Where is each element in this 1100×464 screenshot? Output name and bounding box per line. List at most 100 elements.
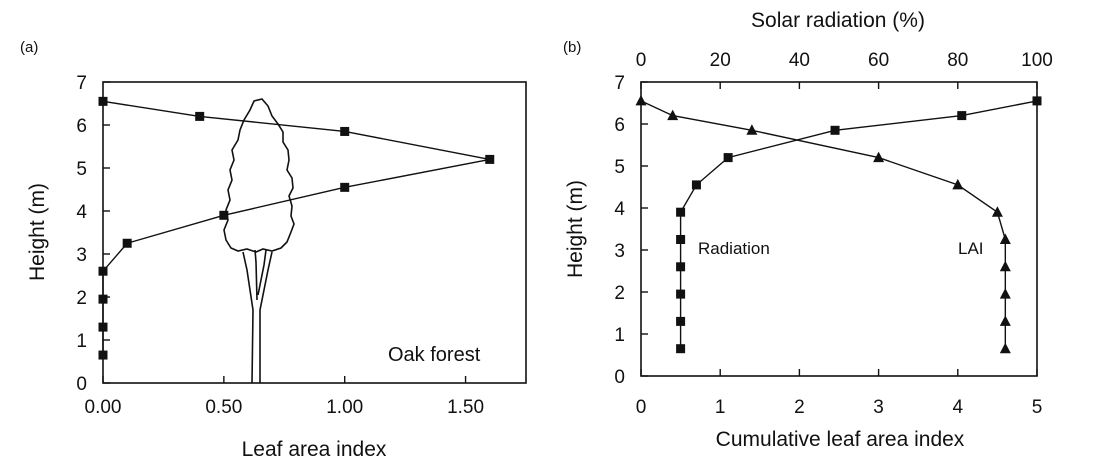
data-point-triangle-lai	[999, 315, 1011, 326]
panel-a-label: (a)	[20, 39, 38, 56]
y-tick-labels-b: 0 1 2 3 4 5 6 7	[614, 73, 625, 388]
y-axis-label-a: Height (m)	[26, 183, 49, 281]
series-markers-b	[635, 94, 1042, 354]
data-point-square-a	[219, 210, 229, 220]
x-tick-label-b: 0	[636, 397, 647, 418]
y-tick-label-a: 5	[76, 159, 87, 180]
x2-tick-label-b: 20	[710, 50, 731, 71]
data-point-triangle-lai	[999, 233, 1011, 244]
x-tick-label-b: 1	[715, 397, 726, 418]
x-tick-labels-b: 0 1 2 3 4 5	[636, 397, 1043, 418]
series-lines-b	[640, 100, 1038, 349]
data-point-square-radiation	[676, 344, 686, 354]
data-point-triangle-lai	[873, 151, 885, 163]
tree-branch	[254, 249, 258, 301]
x-tick-label-b: 5	[1032, 397, 1043, 418]
annotation-oak-forest: Oak forest	[388, 344, 481, 366]
x2-tick-label-b: 100	[1021, 50, 1053, 71]
y-tick-label-a: 6	[76, 116, 87, 137]
plot-frame-b	[640, 81, 1038, 377]
series-lines-a	[102, 100, 490, 356]
x-tick-label-a: 1.50	[447, 397, 484, 418]
data-point-square-a	[122, 238, 132, 248]
panel-b-label: (b)	[563, 39, 581, 56]
panel-b: (b) 0 1 2 3 4 5 0 20 40 60 80 100 0 1 2 3 4 5 6 7 Radiati…	[563, 9, 1053, 451]
series-label-radiation: Radiation	[698, 239, 770, 258]
x2-tick-label-b: 40	[789, 50, 810, 71]
data-point-square-radiation	[1032, 96, 1042, 106]
y-tick-label-b: 1	[614, 325, 625, 346]
data-point-square-radiation	[957, 111, 967, 121]
x-tick-labels-a: 0.00 0.50 1.00 1.50	[85, 397, 485, 418]
data-point-square-radiation	[676, 235, 686, 244]
data-point-square-a	[98, 266, 108, 276]
data-point-square-radiation	[691, 180, 701, 190]
data-point-triangle-lai	[952, 178, 964, 190]
x-tick-label-b: 2	[794, 397, 805, 418]
data-point-triangle-lai	[667, 109, 679, 121]
y-tick-label-a: 3	[76, 245, 87, 266]
data-point-triangle-lai	[999, 342, 1011, 354]
series-line-radiation	[679, 100, 1038, 349]
series-line-a	[102, 100, 490, 356]
x-ticks-b	[640, 369, 1038, 376]
x2-tick-labels-b: 0 20 40 60 80 100	[636, 50, 1053, 71]
data-point-triangle-lai	[635, 94, 647, 106]
data-point-square-radiation	[723, 153, 733, 163]
data-point-square-a	[98, 322, 108, 332]
tree-trunk-right	[259, 251, 273, 383]
y-tick-label-b: 4	[614, 199, 625, 220]
data-point-square-radiation	[676, 316, 686, 326]
data-point-square-a	[195, 111, 205, 121]
data-point-square-a	[98, 96, 108, 106]
x-axis-label-b: Cumulative leaf area index	[716, 428, 965, 451]
data-point-square-radiation	[676, 262, 686, 272]
x-tick-label-a: 0.50	[205, 397, 242, 418]
data-point-square-radiation	[830, 125, 840, 135]
plot-frame-a	[102, 81, 527, 384]
tree-crown	[223, 98, 295, 253]
y-tick-label-a: 0	[76, 374, 87, 395]
panel-a: (a) 0.00 0.50 1.00 1.50 0 1 2 3 4 5 6 7 Oak forest…	[20, 39, 527, 461]
y-tick-label-a: 7	[76, 73, 87, 94]
y-tick-label-a: 2	[76, 288, 87, 309]
y-tick-label-b: 2	[614, 283, 625, 304]
data-point-triangle-lai	[991, 206, 1003, 217]
series-markers-a	[98, 96, 495, 360]
x2-tick-label-b: 80	[947, 50, 968, 71]
x-tick-label-a: 0.00	[85, 397, 122, 418]
data-point-triangle-lai	[999, 260, 1011, 272]
y-tick-label-b: 0	[614, 367, 625, 388]
x-tick-label-b: 3	[873, 397, 884, 418]
y-tick-label-b: 6	[614, 115, 625, 136]
x-axis-label-a: Leaf area index	[242, 438, 387, 461]
data-point-square-a	[98, 294, 108, 304]
y-axis-label-b: Height (m)	[564, 180, 587, 278]
tree-branch-2	[257, 249, 267, 296]
series-label-lai: LAI	[958, 239, 984, 258]
x2-ticks-b	[640, 82, 1038, 89]
tree-illustration	[223, 98, 295, 384]
data-point-square-a	[485, 154, 495, 164]
tree-trunk	[242, 251, 254, 384]
data-point-triangle-lai	[999, 288, 1011, 299]
y-ticks-a	[103, 81, 110, 384]
data-point-square-radiation	[676, 289, 686, 299]
data-point-square-a	[340, 182, 350, 192]
data-point-square-a	[98, 350, 108, 360]
x2-tick-label-b: 0	[636, 50, 647, 71]
y-ticks-b	[641, 81, 648, 377]
data-point-square-a	[340, 126, 350, 136]
data-point-square-radiation	[676, 207, 686, 217]
data-point-triangle-lai	[746, 124, 758, 135]
y-tick-label-b: 3	[614, 241, 625, 262]
x2-axis-label-b: Solar radiation (%)	[751, 9, 925, 32]
x2-tick-label-b: 60	[868, 50, 889, 71]
y-tick-labels-a: 0 1 2 3 4 5 6 7	[76, 73, 87, 395]
y-tick-label-a: 1	[76, 331, 87, 352]
y-tick-label-b: 7	[614, 73, 625, 94]
series-line-lai	[640, 100, 1007, 349]
x-ticks-a	[102, 376, 467, 383]
y-tick-label-b: 5	[614, 157, 625, 178]
